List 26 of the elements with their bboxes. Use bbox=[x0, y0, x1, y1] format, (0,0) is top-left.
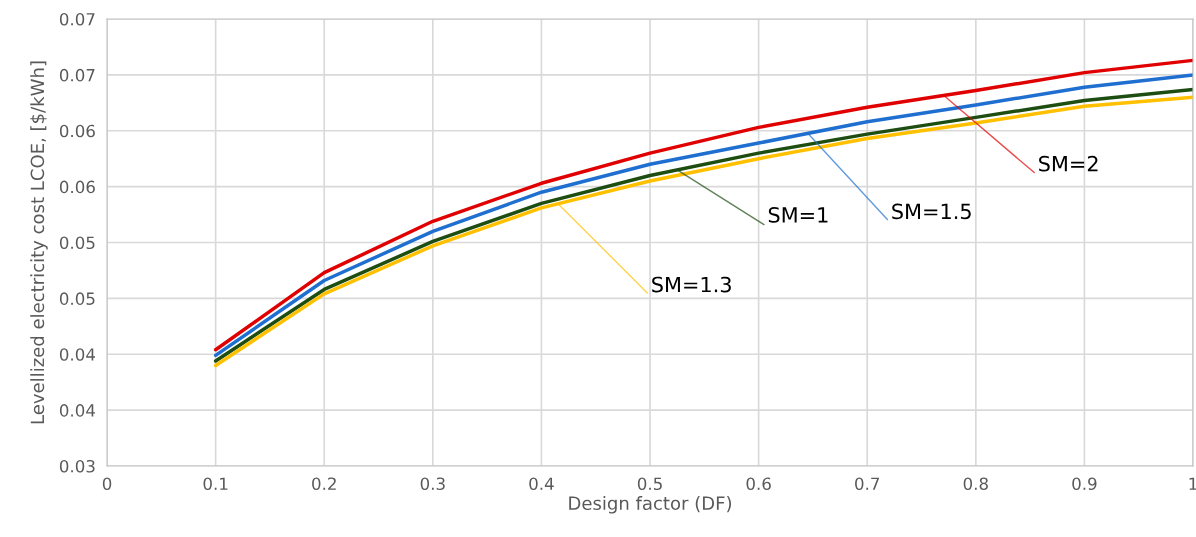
x-tick-label: 0.8 bbox=[963, 477, 988, 491]
y-tick-label: 0.07 bbox=[59, 68, 95, 82]
annotation: SM=1.5 bbox=[892, 203, 971, 220]
x-tick-label: 0.6 bbox=[746, 477, 771, 491]
x-tick-label: 0 bbox=[102, 477, 112, 491]
x-tick-label: 0.3 bbox=[420, 477, 445, 491]
x-tick-label: 0.5 bbox=[637, 477, 662, 491]
annotation: SM=1 bbox=[768, 207, 828, 223]
x-tick-label: 0.2 bbox=[312, 477, 336, 491]
y-tick-label: 0.04 bbox=[59, 348, 95, 361]
y-tick-label: 0.06 bbox=[59, 124, 95, 138]
annotation: SM=2 bbox=[1039, 155, 1098, 172]
y-tick-label: 0.05 bbox=[59, 236, 95, 250]
x-tick-label: 0.1 bbox=[203, 477, 228, 491]
y-tick-label: 0.07 bbox=[59, 12, 95, 26]
x-axis-title: Design factor (DF) bbox=[569, 496, 732, 514]
x-tick-label: 0.4 bbox=[529, 477, 554, 491]
y-tick-label: 0.05 bbox=[59, 292, 95, 305]
y-tick-label: 0.06 bbox=[59, 180, 95, 194]
x-tick-label: 0.7 bbox=[855, 477, 880, 491]
annotation: SM=1.3 bbox=[652, 276, 731, 293]
x-tick-label: 1 bbox=[1189, 477, 1196, 490]
y-tick-label: 0.04 bbox=[59, 404, 95, 417]
y-axis-title: Levellized electricity cost LCOE, [$/kWh] bbox=[30, 61, 48, 424]
x-tick-label: 0.9 bbox=[1072, 477, 1097, 491]
y-tick-label: 0.03 bbox=[59, 459, 95, 473]
